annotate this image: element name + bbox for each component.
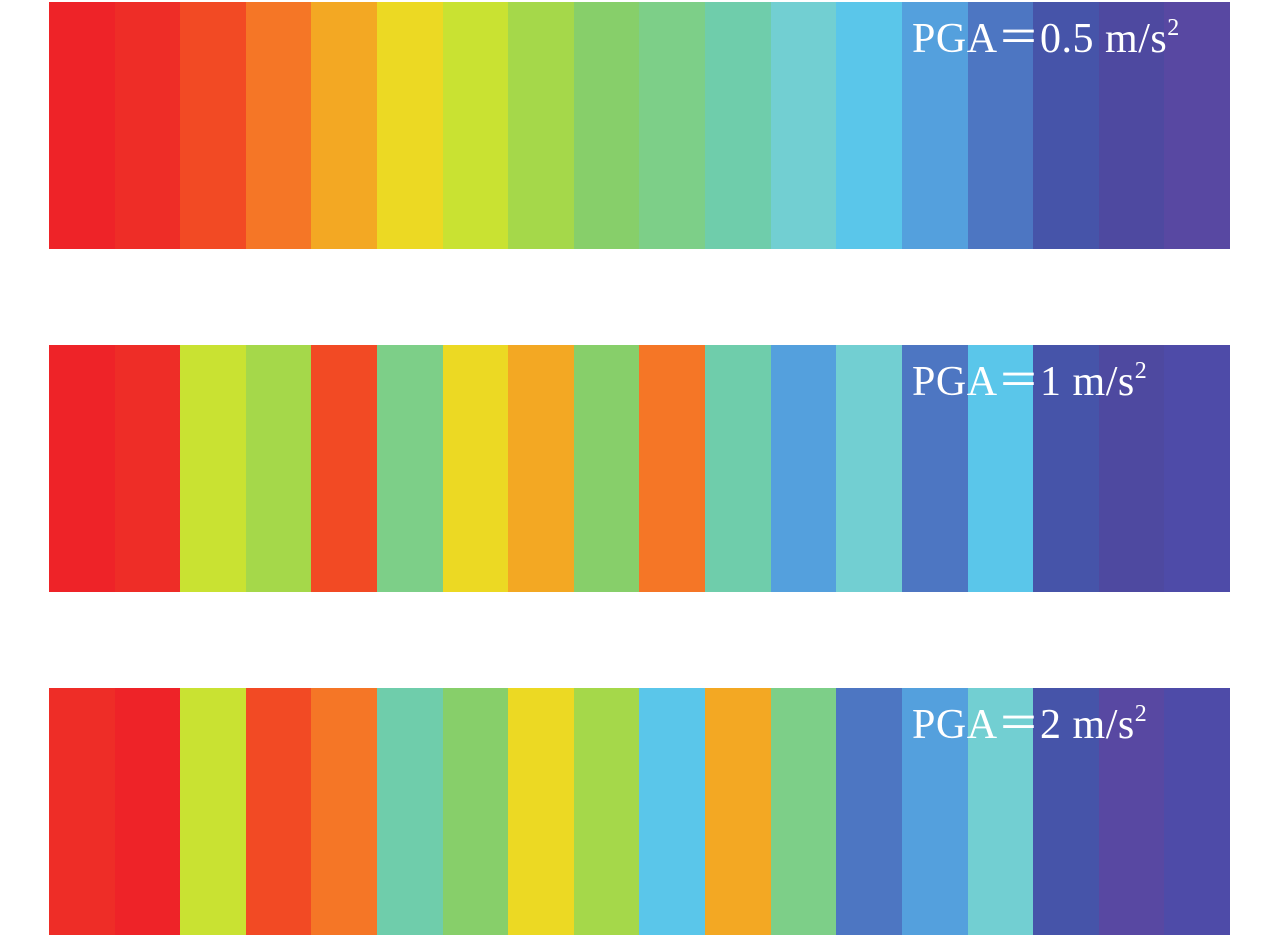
color-cell [770,2,837,249]
color-cell [180,2,246,249]
color-cell [639,2,706,249]
color-cell [508,2,574,249]
color-cell [245,2,312,249]
color-cell [1098,688,1165,935]
color-cell [1164,688,1230,935]
color-cell [508,345,574,592]
color-cell [311,345,378,592]
color-cell [1033,2,1099,249]
color-cell [705,688,771,935]
color-cell [901,345,968,592]
color-cell [442,345,509,592]
color-cell [442,688,509,935]
color-cell [508,688,574,935]
color-cell [1033,345,1099,592]
color-cell [836,2,902,249]
color-cell [705,345,771,592]
color-cell [311,688,378,935]
color-cell [114,2,181,249]
color-cell [49,688,115,935]
color-cell [245,688,312,935]
color-cell [967,688,1034,935]
color-cell [1098,345,1165,592]
color-cell [1164,345,1230,592]
color-cell [573,688,640,935]
color-cell [245,345,312,592]
color-cell [639,688,706,935]
color-band-pga-0-5: PGA＝0.5 m/s2 [49,2,1230,249]
color-cell [1033,688,1099,935]
color-cell [49,345,115,592]
color-cell [770,688,837,935]
color-band-pga-1: PGA＝1 m/s2 [49,345,1230,592]
color-cell [901,2,968,249]
color-band-pga-2: PGA＝2 m/s2 [49,688,1230,935]
color-cell [377,2,443,249]
color-cell [901,688,968,935]
color-cell [114,688,181,935]
color-cell [639,345,706,592]
band-label: PGA＝0.5 m/s2 [912,15,1180,62]
color-cell [311,2,378,249]
color-cell [770,345,837,592]
color-cell [377,345,443,592]
color-cell [180,345,246,592]
color-cell [967,345,1034,592]
color-cell [836,688,902,935]
color-cell [573,345,640,592]
color-cell [377,688,443,935]
band-label: PGA＝2 m/s2 [912,701,1148,748]
color-cell [836,345,902,592]
color-cell [114,345,181,592]
color-cell [967,2,1034,249]
color-cell [573,2,640,249]
band-label: PGA＝1 m/s2 [912,358,1148,405]
color-cell [180,688,246,935]
color-cell [1098,2,1165,249]
color-cell [1164,2,1230,249]
color-cell [442,2,509,249]
color-cell [49,2,115,249]
color-cell [705,2,771,249]
